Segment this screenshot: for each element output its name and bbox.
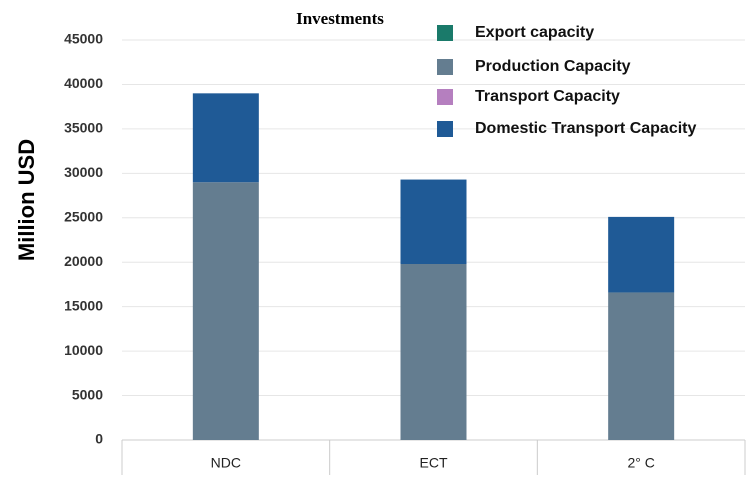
y-tick-label: 35000 — [64, 120, 103, 136]
bar-segment — [192, 182, 259, 440]
x-tick-label: 2° C — [627, 455, 654, 471]
y-tick-label: 10000 — [64, 342, 103, 358]
legend-label: Production Capacity — [475, 58, 631, 75]
bar-segment — [400, 179, 467, 264]
legend-label: Export capacity — [475, 24, 594, 41]
chart-title: Investments — [296, 9, 384, 28]
legend-swatch — [437, 121, 453, 137]
legend-swatch — [437, 25, 453, 41]
legend-swatch — [437, 59, 453, 75]
bar-segment — [400, 264, 467, 440]
x-tick-label: ECT — [420, 455, 448, 471]
x-tick-label: NDC — [211, 455, 241, 471]
legend-label: Domestic Transport Capacity — [475, 120, 697, 137]
y-tick-label: 45000 — [64, 31, 103, 47]
bar-segment — [192, 93, 259, 183]
bar-segment — [608, 216, 675, 293]
y-tick-label: 30000 — [64, 164, 103, 180]
y-tick-label: 5000 — [72, 386, 103, 402]
y-tick-label: 15000 — [64, 297, 103, 313]
legend-label: Transport Capacity — [475, 88, 620, 105]
y-tick-label: 40000 — [64, 75, 103, 91]
y-tick-label: 25000 — [64, 208, 103, 224]
bar-segment — [608, 292, 675, 440]
y-axis-title: Million USD — [14, 139, 39, 261]
legend-swatch — [437, 89, 453, 105]
y-tick-label: 20000 — [64, 253, 103, 269]
y-tick-label: 0 — [95, 431, 103, 447]
